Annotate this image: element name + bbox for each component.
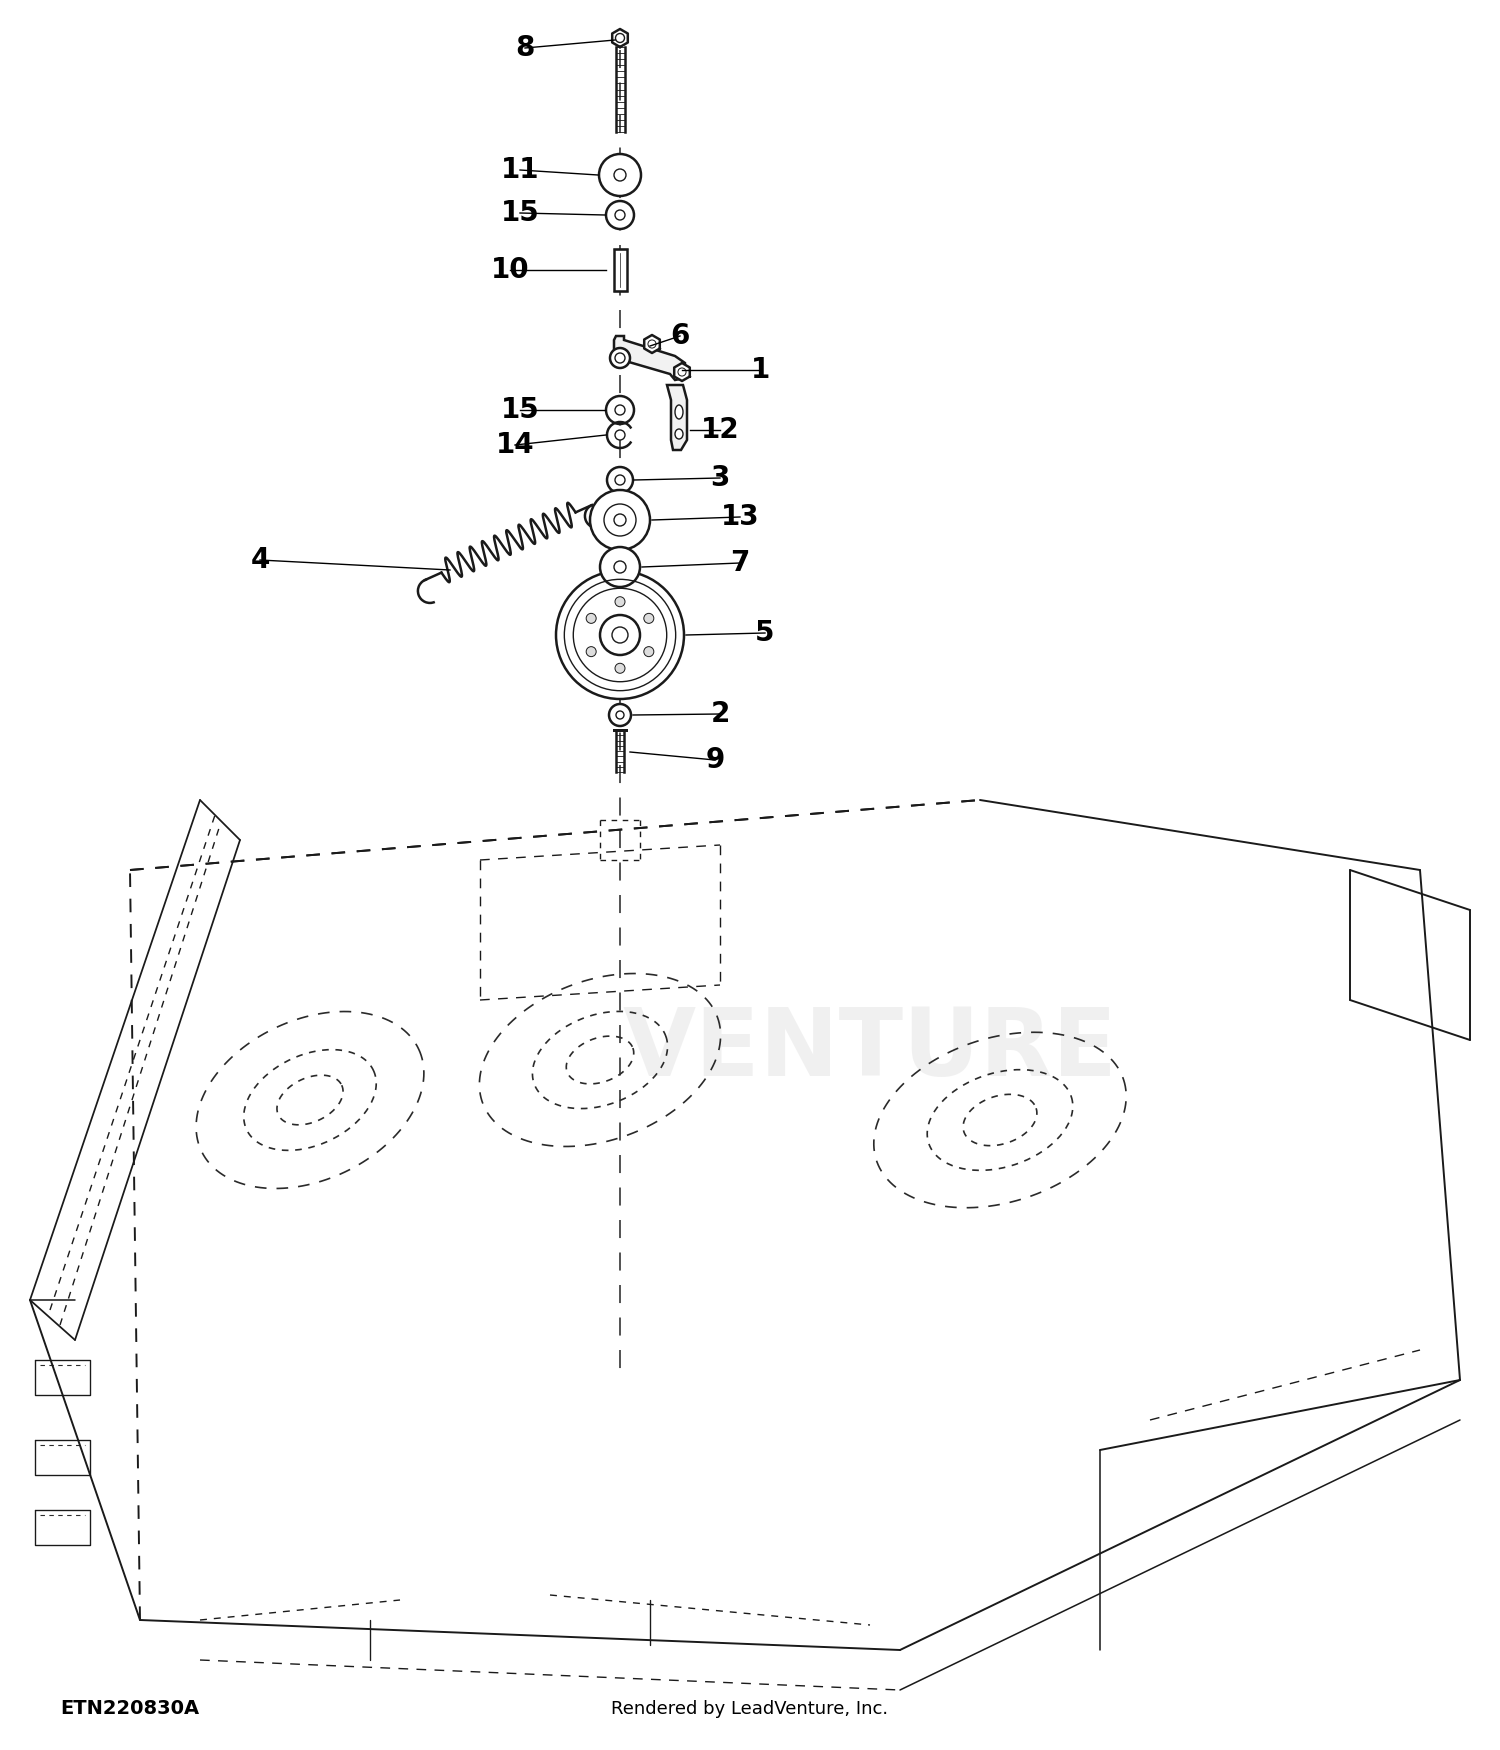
Text: 15: 15 bbox=[501, 200, 540, 228]
Polygon shape bbox=[614, 336, 686, 380]
Circle shape bbox=[615, 404, 626, 415]
Circle shape bbox=[614, 514, 626, 527]
Text: 6: 6 bbox=[670, 322, 690, 350]
Circle shape bbox=[600, 614, 640, 654]
Circle shape bbox=[586, 612, 596, 623]
Circle shape bbox=[590, 490, 650, 550]
Circle shape bbox=[615, 210, 626, 220]
Circle shape bbox=[600, 548, 640, 586]
Text: 7: 7 bbox=[730, 550, 750, 578]
Text: VENTURE: VENTURE bbox=[622, 1004, 1118, 1096]
Text: 15: 15 bbox=[501, 396, 540, 424]
Circle shape bbox=[614, 170, 626, 180]
Ellipse shape bbox=[675, 404, 682, 418]
Polygon shape bbox=[644, 334, 660, 354]
Circle shape bbox=[598, 154, 640, 196]
Circle shape bbox=[644, 648, 654, 656]
Text: 13: 13 bbox=[720, 502, 759, 530]
Circle shape bbox=[644, 612, 654, 623]
Circle shape bbox=[606, 201, 634, 229]
Text: 3: 3 bbox=[711, 464, 729, 492]
Bar bbox=[614, 248, 627, 290]
Text: 8: 8 bbox=[516, 33, 534, 61]
Text: 12: 12 bbox=[700, 416, 740, 444]
Circle shape bbox=[615, 663, 626, 674]
Text: 10: 10 bbox=[490, 255, 530, 284]
Text: 11: 11 bbox=[501, 156, 540, 184]
Text: 14: 14 bbox=[495, 430, 534, 458]
Circle shape bbox=[616, 710, 624, 719]
Circle shape bbox=[615, 474, 626, 485]
Text: ETN220830A: ETN220830A bbox=[60, 1699, 200, 1718]
Circle shape bbox=[615, 430, 626, 439]
Text: 2: 2 bbox=[711, 700, 729, 728]
Circle shape bbox=[608, 467, 633, 493]
Circle shape bbox=[586, 648, 596, 656]
Polygon shape bbox=[668, 385, 687, 450]
Text: 5: 5 bbox=[754, 620, 774, 648]
Circle shape bbox=[609, 704, 631, 726]
Circle shape bbox=[604, 504, 636, 536]
Circle shape bbox=[606, 396, 634, 424]
Circle shape bbox=[615, 597, 626, 607]
Text: 4: 4 bbox=[251, 546, 270, 574]
Circle shape bbox=[614, 562, 626, 572]
Polygon shape bbox=[612, 30, 628, 47]
Ellipse shape bbox=[675, 429, 682, 439]
Circle shape bbox=[612, 626, 628, 642]
Circle shape bbox=[615, 354, 626, 362]
Text: 9: 9 bbox=[705, 746, 724, 774]
Circle shape bbox=[556, 570, 684, 698]
Text: 1: 1 bbox=[750, 355, 770, 383]
Text: Rendered by LeadVenture, Inc.: Rendered by LeadVenture, Inc. bbox=[612, 1701, 888, 1718]
Circle shape bbox=[610, 348, 630, 367]
Polygon shape bbox=[674, 362, 690, 382]
